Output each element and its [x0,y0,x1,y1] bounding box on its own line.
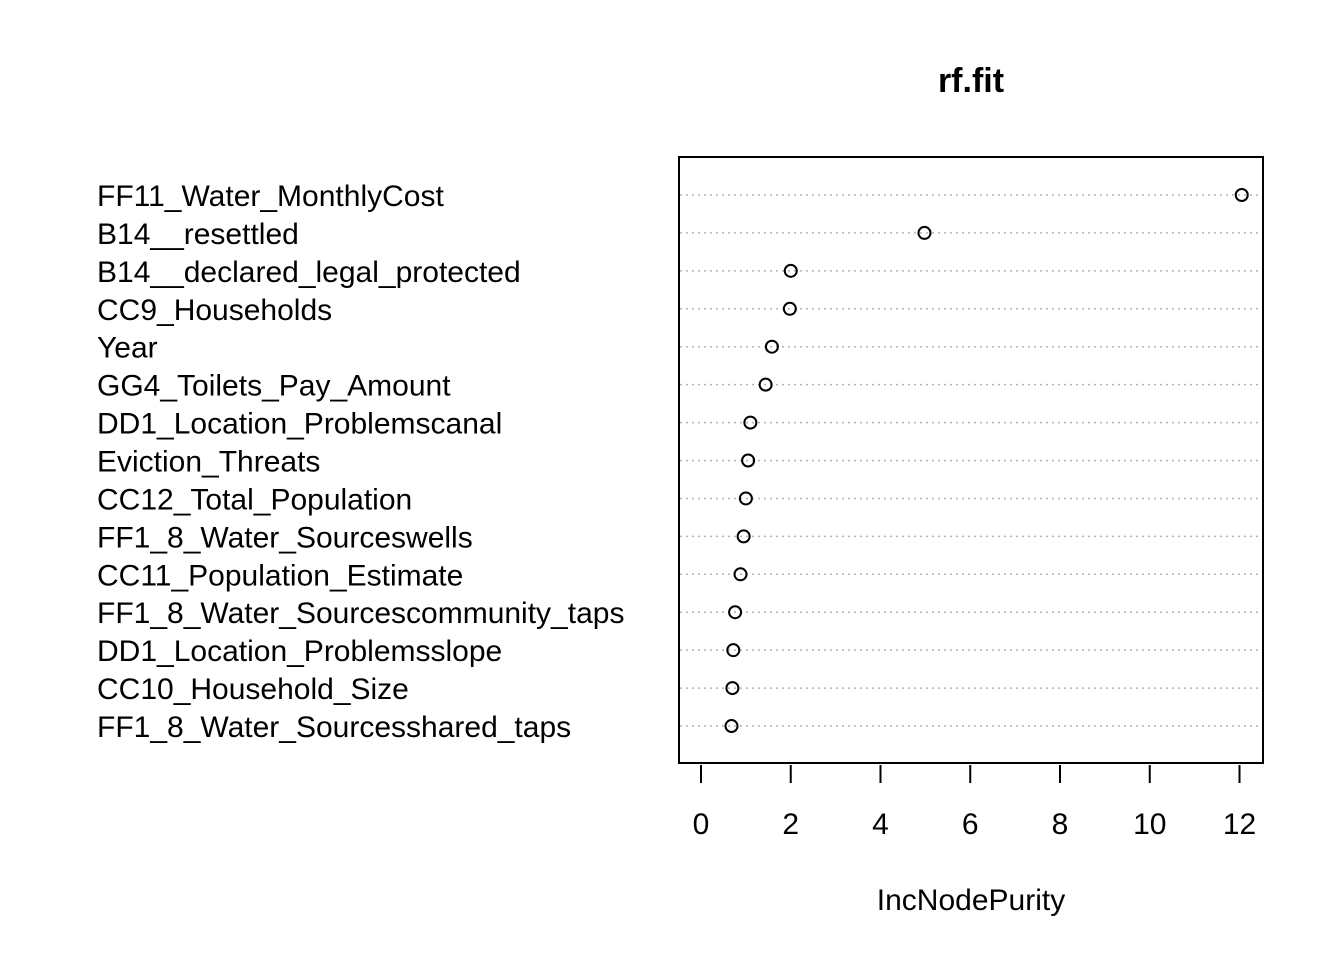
category-label: FF1_8_Water_Sourcescommunity_taps [97,597,624,630]
x-tick-label: 10 [1133,808,1166,841]
data-point [764,339,779,354]
x-axis-label: IncNodePurity [877,884,1065,917]
category-label: FF11_Water_MonthlyCost [97,180,444,213]
x-tick-label: 6 [962,808,979,841]
category-label: DD1_Location_Problemsslope [97,635,502,668]
category-label: CC11_Population_Estimate [97,559,463,592]
category-labels: FF11_Water_MonthlyCost B14__resettled B14_… [97,180,624,744]
category-label: CC9_Households [97,294,332,327]
data-point [738,491,753,506]
data-points [724,188,1249,734]
category-label: B14__resettled [97,218,299,251]
category-label: FF1_8_Water_Sourceswells [97,521,473,554]
x-tick-label: 8 [1052,808,1069,841]
category-label: DD1_Location_Problemscanal [97,408,502,441]
x-axis: 0 2 4 6 8 10 12 [693,762,1256,841]
data-point [743,415,758,430]
data-point [728,605,743,620]
data-point [726,643,741,658]
category-label: Eviction_Threats [97,446,320,479]
data-point [725,681,740,696]
category-label: B14__declared_legal_protected [97,256,521,289]
data-point [1234,188,1249,202]
category-label: GG4_Toilets_Pay_Amount [97,370,451,403]
grid-lines [680,194,1262,727]
data-point [724,719,739,734]
data-point [733,567,748,582]
data-point [783,263,798,278]
data-point [736,529,751,544]
plot-frame [678,156,1264,764]
data-point [917,225,932,240]
x-tick-label: 12 [1223,808,1256,841]
category-label: CC12_Total_Population [97,483,412,516]
x-tick-label: 0 [693,808,710,841]
data-point [782,301,797,316]
chart-title: rf.fit [938,62,1004,100]
data-point [758,377,773,392]
category-label: CC10_Household_Size [97,673,409,706]
x-tick-label: 4 [872,808,889,841]
x-tick-label: 2 [782,808,799,841]
category-label: Year [97,332,158,365]
category-label: FF1_8_Water_Sourcesshared_taps [97,711,571,744]
data-point [741,453,756,468]
